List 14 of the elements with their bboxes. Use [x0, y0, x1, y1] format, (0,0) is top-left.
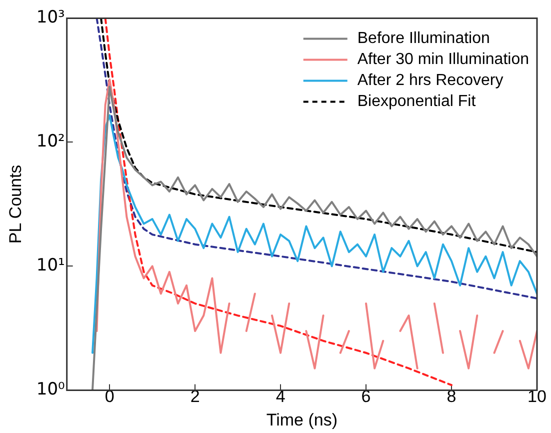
- x-tick-label: 10: [528, 387, 546, 406]
- y-axis-title: PL Counts: [6, 164, 25, 244]
- y-tick-label: 10⁰: [36, 380, 66, 400]
- legend-label: Biexponential Fit: [357, 93, 476, 110]
- y-tick-label: 10³: [36, 8, 65, 28]
- x-axis-title: Time (ns): [266, 410, 338, 430]
- y-tick-label: 10²: [36, 132, 65, 152]
- y-tick-label: 10¹: [36, 256, 65, 276]
- legend-label: Before Illumination: [357, 30, 490, 48]
- x-tick-label: 4: [276, 387, 286, 406]
- line-series: [100, 18, 537, 254]
- line-series: [96, 18, 537, 300]
- legend-label: After 2 hrs Recovery: [357, 72, 504, 90]
- legend-label: After 30 min Illumination: [357, 51, 530, 68]
